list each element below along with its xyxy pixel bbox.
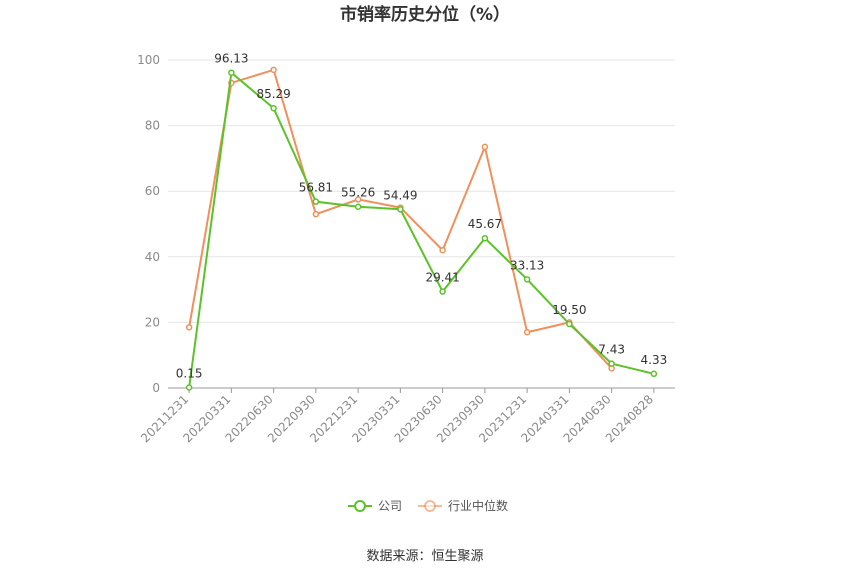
data-point[interactable] xyxy=(228,69,235,76)
legend-marker-icon xyxy=(424,500,436,512)
data-label: 45.67 xyxy=(468,217,502,231)
data-point[interactable] xyxy=(185,384,193,391)
series-layer: 0.15 96.13 85.29 56.81 55.26 54.49 29.41 45.67 3… xyxy=(176,52,668,391)
data-label: 0.15 xyxy=(176,367,203,381)
data-label: 19.50 xyxy=(552,303,586,317)
data-label: 96.13 xyxy=(214,52,248,66)
y-tick-label-100: 100 xyxy=(137,53,160,67)
data-point[interactable] xyxy=(439,288,446,295)
y-tick-label-0: 0 xyxy=(152,381,160,395)
series-industry-median xyxy=(185,66,615,372)
data-point[interactable] xyxy=(650,370,658,378)
data-point[interactable] xyxy=(270,104,277,112)
series-line xyxy=(188,68,613,369)
data-label: 4.33 xyxy=(641,353,668,367)
series-company: 0.15 96.13 85.29 56.81 55.26 54.49 29.41 45.67 3… xyxy=(176,52,668,391)
legend-item-industry-median[interactable]: 行业中位数 xyxy=(418,498,508,513)
data-label: 85.29 xyxy=(256,87,290,101)
data-point[interactable] xyxy=(354,203,362,210)
legend[interactable]: 公司 行业中位数 xyxy=(348,498,508,513)
y-axis: 0 20 40 60 80 100 xyxy=(137,53,160,395)
data-label: 54.49 xyxy=(383,188,417,202)
data-label: 55.26 xyxy=(341,186,375,200)
data-point[interactable] xyxy=(312,198,320,205)
y-tick-label-40: 40 xyxy=(145,250,160,264)
legend-item-company[interactable]: 公司 xyxy=(348,499,402,513)
source-note: 数据来源：恒生聚源 xyxy=(366,549,483,564)
series-line xyxy=(188,70,655,388)
data-label: 56.81 xyxy=(299,181,333,195)
x-axis: 2021123120220331202206302022093020221231… xyxy=(138,388,656,445)
data-point[interactable] xyxy=(481,143,489,151)
chart-title: 市销率历史分位（%） xyxy=(340,4,510,25)
legend-marker-icon xyxy=(354,500,366,512)
y-tick-label-20: 20 xyxy=(145,315,160,329)
legend-label: 公司 xyxy=(378,499,402,513)
data-point[interactable] xyxy=(608,360,615,367)
y-tick-label-60: 60 xyxy=(145,184,160,198)
data-label: 7.43 xyxy=(598,343,625,357)
data-label: 29.41 xyxy=(425,271,459,285)
y-tick-label-80: 80 xyxy=(145,119,160,133)
data-point[interactable] xyxy=(354,196,362,203)
data-point[interactable] xyxy=(270,66,277,74)
data-point[interactable] xyxy=(481,234,489,242)
legend-label: 行业中位数 xyxy=(448,498,508,513)
data-point[interactable] xyxy=(523,328,531,336)
data-point[interactable] xyxy=(397,206,404,213)
grid-lines xyxy=(168,59,675,389)
data-point[interactable] xyxy=(439,246,446,254)
data-point[interactable] xyxy=(312,210,320,218)
data-point[interactable] xyxy=(523,276,531,283)
data-label: 33.13 xyxy=(510,258,544,272)
data-point[interactable] xyxy=(566,320,573,328)
data-point[interactable] xyxy=(185,324,193,331)
